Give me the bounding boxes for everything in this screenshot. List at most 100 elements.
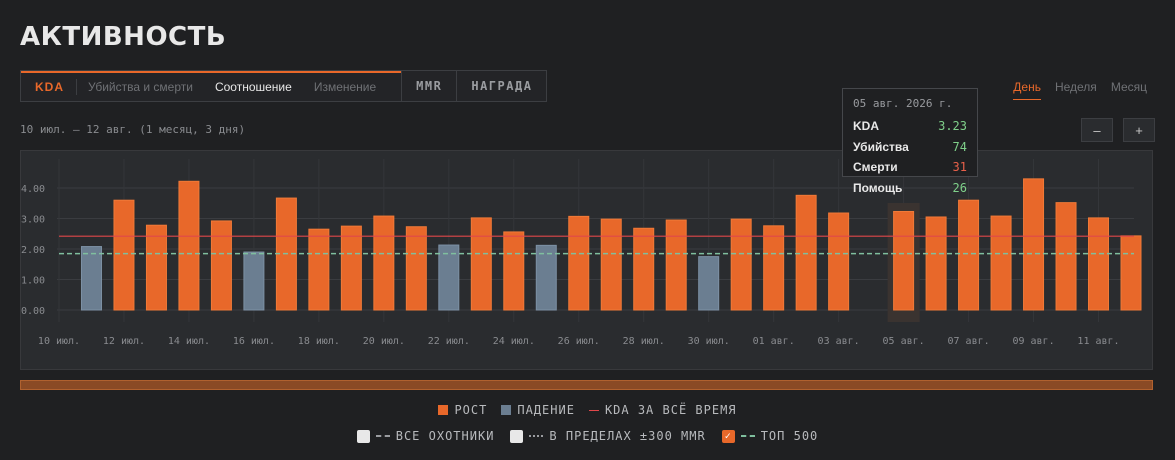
y-tick-label: 3.00 <box>21 215 45 226</box>
bar-18 <box>633 227 655 311</box>
tooltip-row-assists: Помощь 26 <box>853 178 967 199</box>
legend-rise[interactable]: РОСТ <box>438 403 487 417</box>
bar-30 <box>1023 178 1045 311</box>
bar-9 <box>340 225 362 311</box>
y-tick-label: 0.00 <box>21 306 45 317</box>
legend-top500[interactable]: ✓ ТОП 500 <box>721 429 819 443</box>
x-tick-label: 14 июл. <box>168 336 210 347</box>
within-mmr-checkbox[interactable] <box>510 429 524 443</box>
x-tick-label: 01 авг. <box>753 336 795 347</box>
legend-all-hunters[interactable]: ВСЕ ОХОТНИКИ <box>356 429 495 443</box>
bar-5 <box>210 220 232 311</box>
kda-chart[interactable]: 0.00 1.00 2.00 3.00 4.00 10 июл. 12 июл. 14 июл… <box>21 151 1154 371</box>
x-tick-label: 16 июл. <box>233 336 275 347</box>
all-hunters-checkbox[interactable] <box>356 429 370 443</box>
metric-tabs: KDA Убийства и смерти Соотношение Измене… <box>20 70 548 102</box>
bar-29 <box>990 215 1012 311</box>
bar-13 <box>470 217 492 311</box>
legend-fall-label: ПАДЕНИЕ <box>517 403 575 417</box>
bar-12 <box>438 244 460 311</box>
chart-area[interactable]: 0.00 1.00 2.00 3.00 4.00 10 июл. 12 июл. 14 июл… <box>20 150 1153 370</box>
bar-28 <box>958 199 980 311</box>
x-tick-label: 03 авг. <box>818 336 860 347</box>
bar-3 <box>145 224 167 311</box>
y-tick-label: 4.00 <box>21 184 45 195</box>
x-tick-label: 10 июл. <box>38 336 80 347</box>
legend-all-time[interactable]: KDA ЗА ВСЁ ВРЕМЯ <box>588 403 737 417</box>
bar-24 <box>828 212 850 311</box>
top500-checkbox[interactable]: ✓ <box>721 429 735 443</box>
tab-reward[interactable]: НАГРАДА <box>456 71 546 101</box>
legend-all-hunters-label: ВСЕ ОХОТНИКИ <box>395 429 495 443</box>
x-tick-label: 07 авг. <box>947 336 989 347</box>
bar-20 <box>698 256 720 311</box>
legend-fall[interactable]: ПАДЕНИЕ <box>501 403 575 417</box>
tab-ratio[interactable]: Соотношение <box>214 80 292 94</box>
tooltip-assists-value: 26 <box>952 180 967 195</box>
tab-kills-deaths[interactable]: Убийства и смерти <box>88 80 193 94</box>
x-tick-label: 20 июл. <box>363 336 405 347</box>
x-tick-label: 28 июл. <box>623 336 665 347</box>
x-tick-label: 24 июл. <box>493 336 535 347</box>
tooltip-row-kills: Убийства 74 <box>853 137 967 158</box>
dashed-line-icon <box>375 435 390 437</box>
x-tick-label: 22 июл. <box>428 336 470 347</box>
tooltip-kda-label: KDA <box>853 119 879 133</box>
legend-series: РОСТ ПАДЕНИЕ KDA ЗА ВСЁ ВРЕМЯ <box>0 403 1175 417</box>
x-tick-label: 30 июл. <box>688 336 730 347</box>
tooltip-deaths-value: 31 <box>952 160 967 174</box>
y-tick-label: 1.00 <box>21 276 45 287</box>
tab-kda[interactable]: KDA <box>35 79 77 95</box>
bar-26 <box>893 210 915 311</box>
legend-all-time-label: KDA ЗА ВСЁ ВРЕМЯ <box>604 403 737 417</box>
dotted-line-icon <box>529 435 544 437</box>
tooltip-kills-label: Убийства <box>853 139 909 154</box>
bar-4 <box>178 180 200 311</box>
legend-top500-label: ТОП 500 <box>760 429 819 443</box>
bar-6 <box>243 251 265 311</box>
bar-27 <box>925 216 947 311</box>
period-day[interactable]: День <box>1013 80 1041 100</box>
x-tick-label: 18 июл. <box>298 336 340 347</box>
legend-within-mmr[interactable]: В ПРЕДЕЛАХ ±300 MMR <box>510 429 705 443</box>
bar-22 <box>763 225 785 311</box>
range-scrollbar[interactable] <box>20 380 1153 390</box>
x-tick-label: 09 авг. <box>1012 336 1054 347</box>
legend-within-mmr-label: В ПРЕДЕЛАХ ±300 MMR <box>549 429 706 443</box>
chart-tooltip: 05 авг. 2026 г. KDA 3.23 Убийства 74 Сме… <box>842 88 978 195</box>
x-tick-label: 05 авг. <box>883 336 925 347</box>
period-month[interactable]: Месяц <box>1110 80 1147 94</box>
bar-17 <box>600 218 622 311</box>
tooltip-assists-label: Помощь <box>853 180 903 195</box>
page-title: АКТИВНОСТЬ <box>20 22 227 52</box>
bar-19 <box>665 219 687 311</box>
x-tick-label: 12 июл. <box>103 336 145 347</box>
bar-15 <box>535 244 557 311</box>
zoom-in-button[interactable]: + <box>1123 118 1155 142</box>
bar-8 <box>308 228 330 311</box>
top500-dashed-line-icon <box>740 435 755 437</box>
period-selector: День Неделя Месяц <box>1013 80 1147 100</box>
tooltip-date: 05 авг. 2026 г. <box>853 97 953 110</box>
rise-swatch-icon <box>438 405 449 415</box>
tooltip-row-kda: KDA 3.23 <box>853 116 967 137</box>
tooltip-kills-value: 74 <box>952 139 967 154</box>
tab-change[interactable]: Изменение <box>313 80 377 94</box>
bar-14 <box>503 231 525 311</box>
bar-10 <box>373 215 395 311</box>
legend-comparisons: ВСЕ ОХОТНИКИ В ПРЕДЕЛАХ ±300 MMR ✓ ТОП 5… <box>0 429 1175 443</box>
bar-31 <box>1055 202 1077 311</box>
tooltip-kda-value: 3.23 <box>938 119 967 133</box>
tooltip-row-deaths: Смерти 31 <box>853 157 967 178</box>
y-tick-label: 2.00 <box>21 245 45 256</box>
bar-2 <box>113 199 135 311</box>
tab-mmr[interactable]: MMR <box>401 71 456 101</box>
period-week[interactable]: Неделя <box>1054 80 1097 94</box>
kda-tab-group: KDA Убийства и смерти Соотношение Измене… <box>21 71 402 101</box>
x-tick-label: 11 авг. <box>1077 336 1119 347</box>
zoom-out-button[interactable]: – <box>1081 118 1113 142</box>
all-time-line-icon <box>588 409 599 411</box>
bar-16 <box>568 215 590 311</box>
legend-rise-label: РОСТ <box>454 403 488 417</box>
bar-1 <box>80 246 102 311</box>
